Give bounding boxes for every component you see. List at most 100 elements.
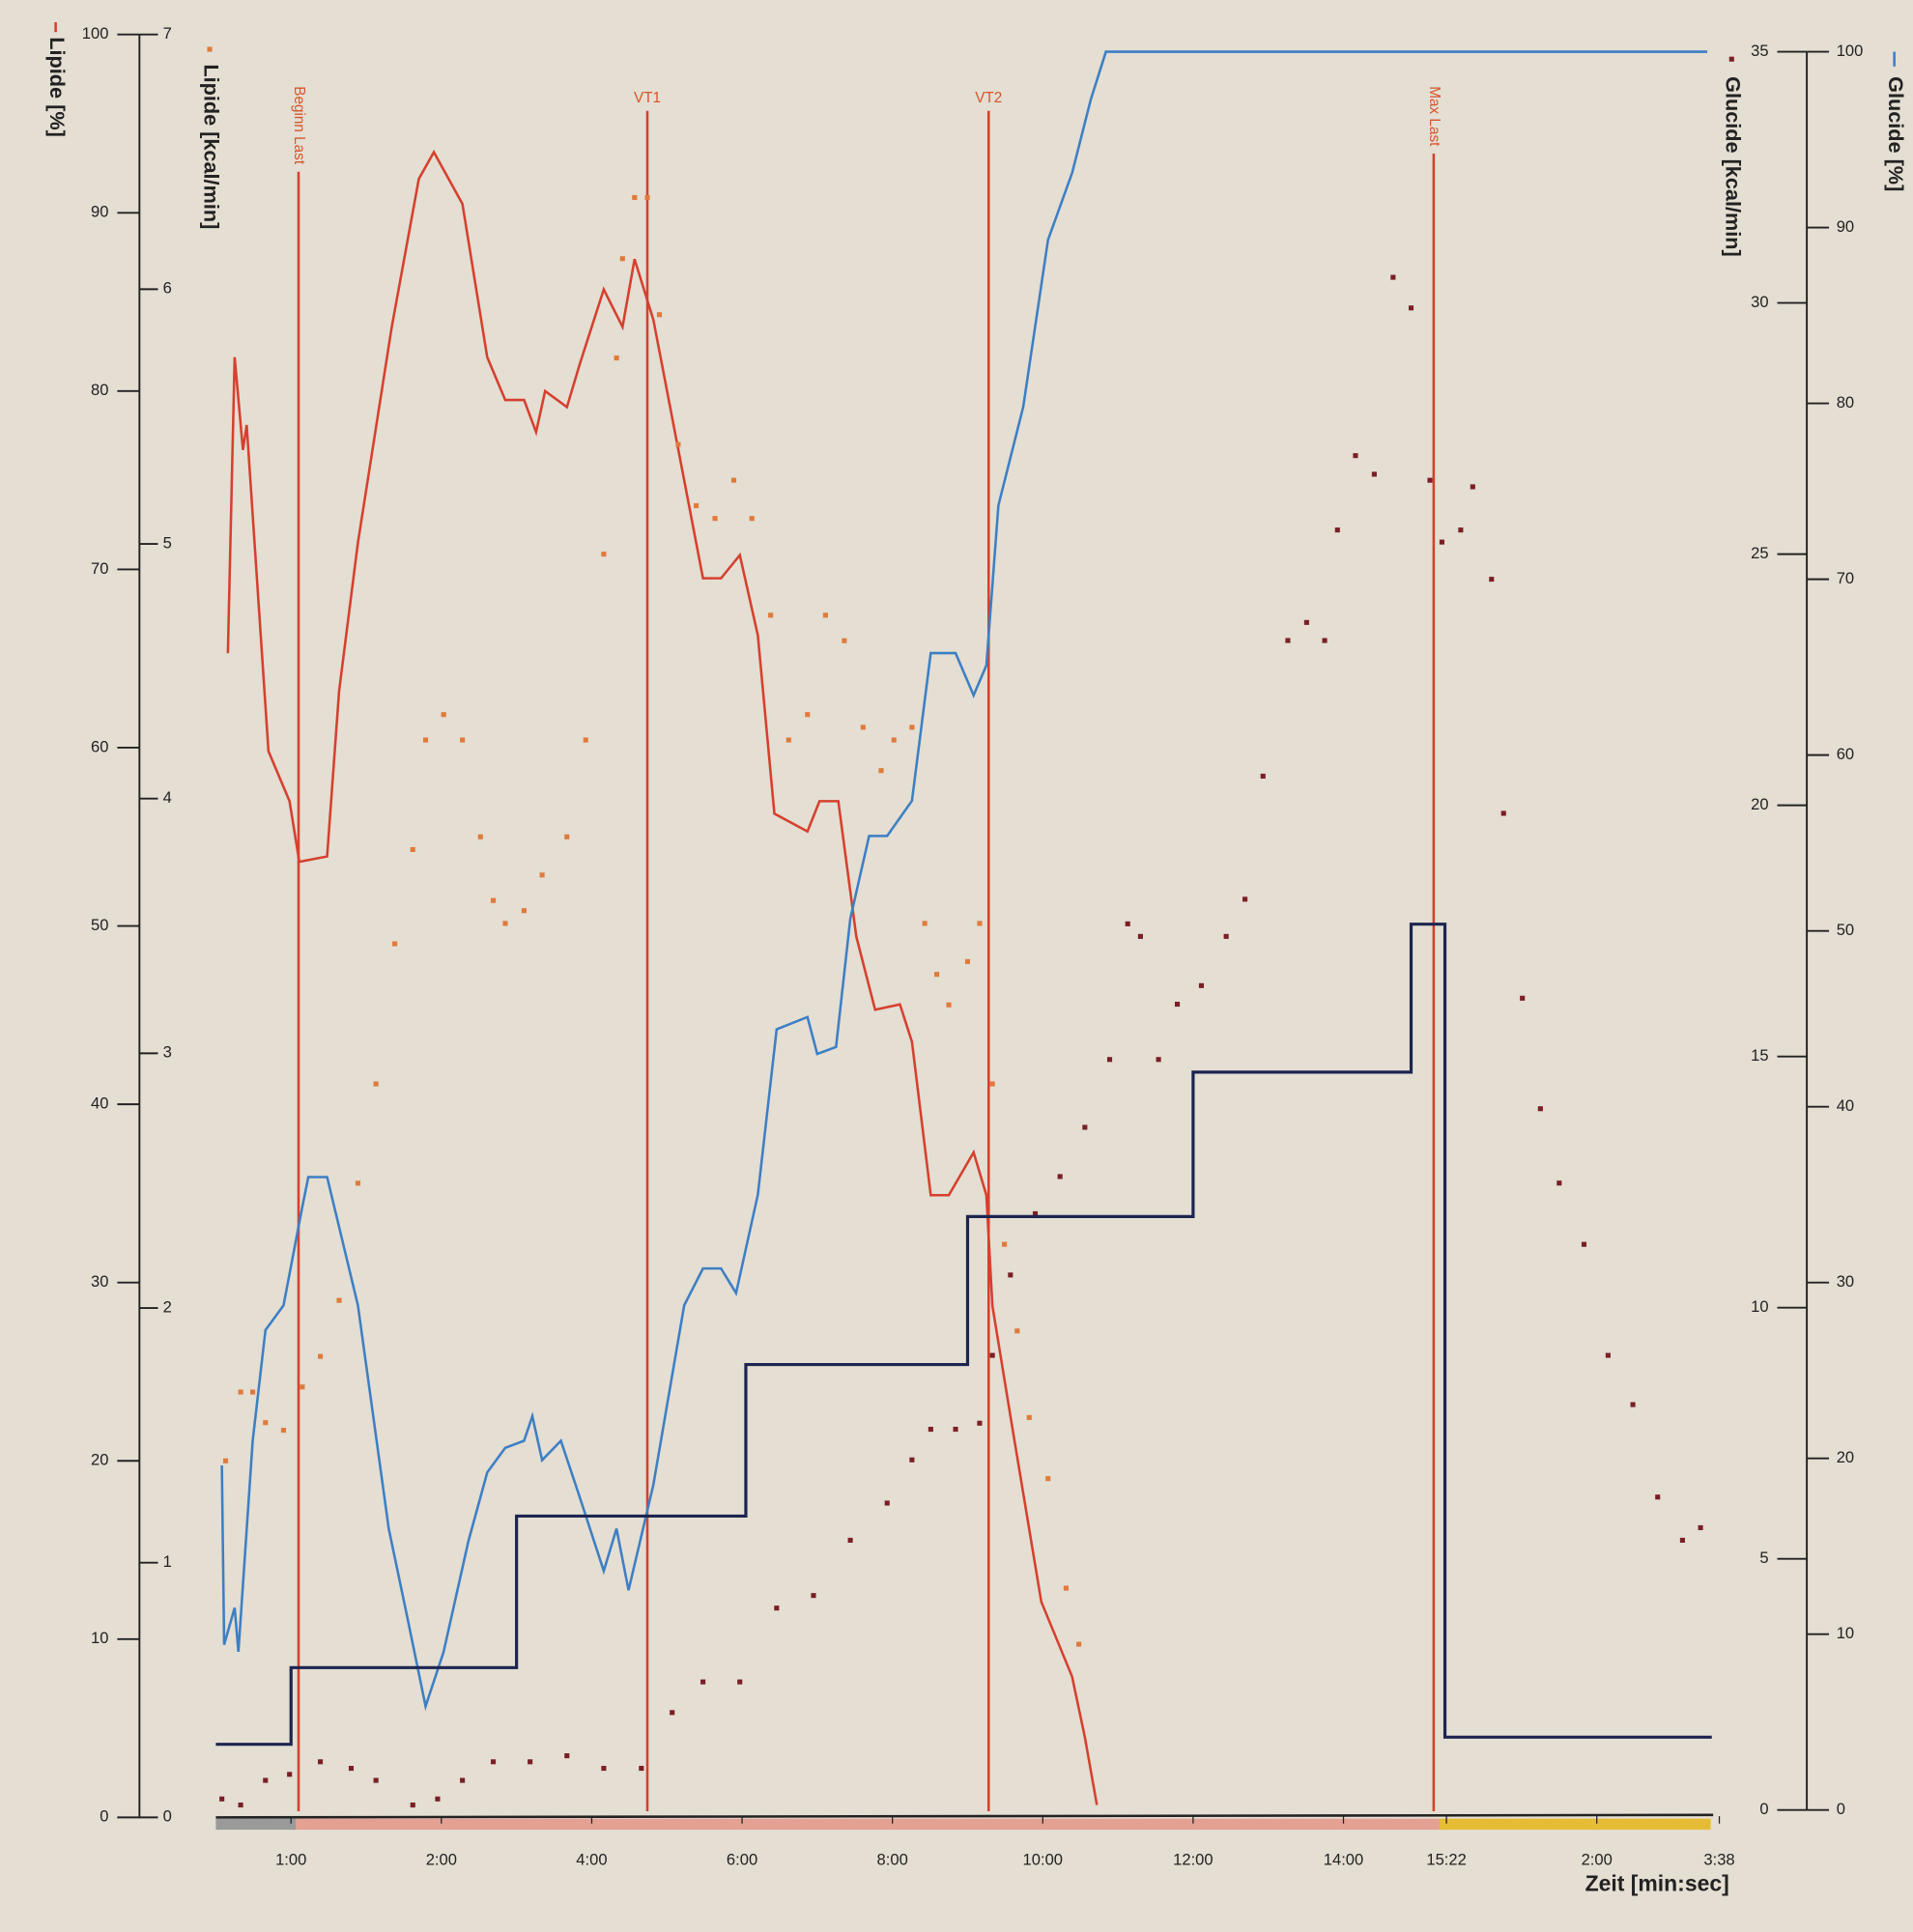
y-tick-label: 100	[82, 24, 109, 43]
data-point	[946, 1002, 952, 1008]
data-point	[422, 737, 429, 743]
data-point	[222, 1458, 229, 1463]
data-point	[410, 1802, 415, 1808]
annotation-label: VT2	[975, 90, 1002, 106]
y-tick-label: 80	[91, 381, 108, 399]
data-point	[749, 516, 755, 522]
data-point	[287, 1772, 293, 1777]
data-point	[1198, 982, 1205, 988]
data-point	[490, 1759, 497, 1765]
x-tick-label: 6:00	[727, 1850, 757, 1868]
x-tick-label: 3:38	[1703, 1850, 1734, 1868]
data-point	[1063, 1585, 1069, 1591]
data-point	[884, 1500, 890, 1506]
data-point	[675, 441, 681, 447]
y-tick-label: 5	[1759, 1548, 1768, 1567]
data-point	[639, 1766, 644, 1772]
data-point	[619, 256, 625, 262]
legend-marker	[1728, 56, 1734, 62]
data-point	[934, 972, 940, 978]
data-point	[1125, 921, 1130, 926]
x-tick-label: 15:22	[1426, 1850, 1467, 1868]
data-line	[220, 50, 1708, 1712]
data-point	[1137, 933, 1143, 939]
data-point	[601, 552, 607, 557]
axis-label: Lipide [%]	[45, 37, 70, 137]
data-point	[1537, 1106, 1543, 1112]
data-point	[822, 612, 828, 618]
data-point	[1581, 1241, 1587, 1247]
data-point	[878, 768, 884, 774]
data-point	[1223, 933, 1229, 939]
data-point	[1500, 810, 1506, 816]
data-point	[785, 737, 791, 743]
data-point	[614, 355, 619, 361]
data-point	[891, 737, 897, 743]
y-tick-label: 90	[1837, 217, 1854, 236]
data-point	[1057, 1174, 1063, 1179]
data-point	[700, 1679, 706, 1685]
data-point	[1106, 1057, 1113, 1063]
data-point	[1260, 773, 1266, 780]
annotation-label: Max Last	[1426, 86, 1442, 147]
y-tick-label: 0	[100, 1807, 108, 1826]
data-point	[1605, 1352, 1611, 1358]
x-tick-label: 10:00	[1023, 1850, 1064, 1868]
data-point	[564, 834, 570, 839]
y-tick-label: 15	[1751, 1046, 1768, 1065]
data-point	[1630, 1402, 1636, 1407]
data-point	[318, 1353, 324, 1359]
data-point	[539, 872, 545, 878]
data-point	[989, 1352, 995, 1358]
data-point	[460, 737, 466, 743]
data-point	[811, 1593, 816, 1599]
data-point	[1045, 1476, 1051, 1482]
axis-label: Glucide [kcal/min]	[1722, 76, 1746, 257]
data-point	[564, 1753, 570, 1759]
axis-label: Lipide [kcal/min]	[199, 64, 223, 229]
y-tick-label: 2	[163, 1297, 172, 1316]
axis-line	[215, 1813, 1714, 1819]
y-tick-label: 60	[1837, 745, 1854, 763]
y-tick-label: 6	[163, 279, 172, 298]
data-point	[280, 1428, 286, 1434]
y-tick-label: 25	[1751, 544, 1768, 562]
y-tick-label: 70	[91, 559, 108, 578]
data-point	[373, 1081, 379, 1087]
data-point	[1175, 1002, 1181, 1008]
y-tick-label: 4	[163, 788, 172, 807]
phase-band	[215, 1818, 297, 1831]
y-tick-label: 3	[163, 1043, 172, 1062]
data-point	[263, 1777, 269, 1783]
data-point	[1408, 305, 1414, 311]
y-tick-label: 50	[91, 916, 108, 934]
data-point	[348, 1766, 355, 1772]
data-point	[249, 1389, 256, 1395]
data-point	[964, 958, 971, 965]
x-tick-label: 1:00	[275, 1850, 306, 1868]
data-point	[977, 1420, 983, 1426]
data-point	[694, 502, 700, 509]
data-point	[1242, 896, 1248, 902]
data-point	[521, 908, 527, 914]
data-point	[1698, 1524, 1703, 1531]
x-tick-label: 4:00	[576, 1850, 607, 1868]
annotation-label: VT1	[634, 90, 661, 106]
y-tick-label: 0	[163, 1807, 172, 1826]
data-point	[644, 194, 650, 201]
data-point	[1334, 527, 1340, 533]
load-step-line	[215, 923, 1712, 1747]
data-point	[1353, 453, 1358, 459]
legend-marker	[207, 46, 213, 52]
data-point	[774, 1605, 780, 1611]
data-point	[460, 1777, 466, 1783]
data-point	[909, 724, 915, 730]
data-point	[373, 1777, 379, 1783]
x-tick-label: 14:00	[1324, 1850, 1364, 1868]
data-point	[435, 1796, 441, 1802]
y-tick-label: 90	[91, 203, 108, 221]
y-tick-label: 35	[1751, 42, 1768, 60]
